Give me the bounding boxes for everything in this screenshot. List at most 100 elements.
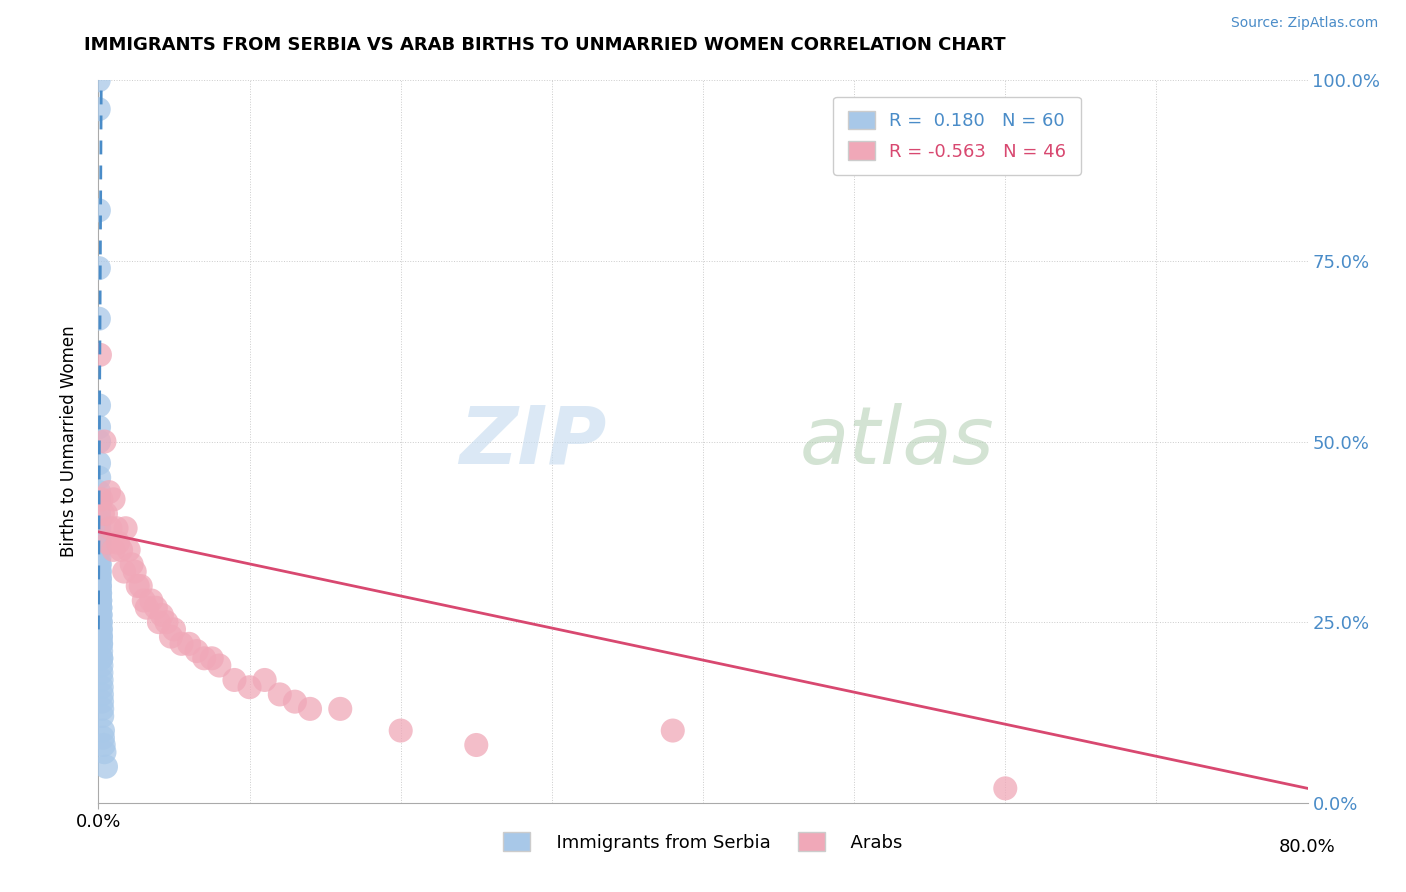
Point	[87, 398, 110, 412]
Point	[135, 600, 157, 615]
Point	[208, 658, 231, 673]
Point	[89, 514, 111, 528]
Point	[89, 593, 111, 607]
Point	[98, 485, 121, 500]
Point	[121, 558, 143, 572]
Point	[110, 542, 132, 557]
Point	[87, 102, 110, 116]
Point	[89, 535, 111, 549]
Point	[89, 593, 111, 607]
Point	[155, 615, 177, 630]
Point	[91, 507, 114, 521]
Point	[87, 73, 110, 87]
Text: ZIP: ZIP	[458, 402, 606, 481]
Point	[186, 644, 208, 658]
Point	[87, 456, 110, 470]
Text: atlas: atlas	[800, 402, 994, 481]
Point	[124, 565, 146, 579]
Point	[100, 521, 122, 535]
Point	[90, 492, 112, 507]
Point	[90, 615, 112, 630]
Point	[89, 542, 111, 557]
Point	[118, 542, 141, 557]
Point	[87, 434, 110, 449]
Point	[132, 593, 155, 607]
Point	[253, 673, 276, 687]
Point	[89, 528, 111, 542]
Point	[129, 579, 152, 593]
Point	[90, 607, 112, 622]
Point	[87, 420, 110, 434]
Point	[103, 542, 125, 557]
Point	[89, 535, 111, 549]
Point	[90, 651, 112, 665]
Point	[994, 781, 1017, 796]
Point	[150, 607, 173, 622]
Point	[87, 261, 110, 276]
Point	[90, 630, 112, 644]
Point	[91, 709, 114, 723]
Point	[89, 579, 111, 593]
Point	[112, 565, 135, 579]
Point	[90, 637, 112, 651]
Point	[91, 731, 114, 745]
Text: IMMIGRANTS FROM SERBIA VS ARAB BIRTHS TO UNMARRIED WOMEN CORRELATION CHART: IMMIGRANTS FROM SERBIA VS ARAB BIRTHS TO…	[84, 36, 1005, 54]
Point	[148, 615, 170, 630]
Point	[90, 615, 112, 630]
Point	[89, 565, 111, 579]
Text: Source: ZipAtlas.com: Source: ZipAtlas.com	[1230, 16, 1378, 29]
Point	[160, 630, 183, 644]
Point	[94, 507, 117, 521]
Point	[127, 579, 149, 593]
Point	[89, 470, 111, 484]
Legend:   Immigrants from Serbia,   Arabs: Immigrants from Serbia, Arabs	[496, 825, 910, 859]
Point	[89, 348, 111, 362]
Point	[465, 738, 488, 752]
Point	[224, 673, 246, 687]
Point	[103, 492, 125, 507]
Point	[105, 521, 128, 535]
Point	[89, 586, 111, 600]
Point	[90, 687, 112, 701]
Point	[661, 723, 683, 738]
Point	[91, 695, 114, 709]
Point	[87, 311, 110, 326]
Point	[90, 623, 112, 637]
Point	[90, 630, 112, 644]
Point	[239, 680, 262, 694]
Point	[90, 673, 112, 687]
Text: 80.0%: 80.0%	[1279, 838, 1336, 855]
Point	[90, 665, 112, 680]
Point	[91, 702, 114, 716]
Point	[170, 637, 193, 651]
Point	[141, 593, 163, 607]
Point	[163, 623, 186, 637]
Point	[93, 745, 115, 759]
Point	[93, 434, 115, 449]
Y-axis label: Births to Unmarried Women: Births to Unmarried Women	[59, 326, 77, 558]
Point	[89, 558, 111, 572]
Point	[90, 658, 112, 673]
Point	[389, 723, 412, 738]
Point	[89, 521, 111, 535]
Point	[89, 558, 111, 572]
Point	[87, 203, 110, 218]
Point	[91, 723, 114, 738]
Point	[89, 600, 111, 615]
Point	[89, 492, 111, 507]
Point	[114, 521, 136, 535]
Point	[94, 760, 117, 774]
Point	[145, 600, 167, 615]
Point	[193, 651, 215, 665]
Point	[90, 651, 112, 665]
Point	[90, 644, 112, 658]
Point	[89, 507, 111, 521]
Point	[89, 600, 111, 615]
Point	[89, 550, 111, 565]
Point	[179, 637, 201, 651]
Point	[90, 623, 112, 637]
Point	[299, 702, 322, 716]
Point	[93, 738, 115, 752]
Point	[89, 572, 111, 586]
Point	[201, 651, 224, 665]
